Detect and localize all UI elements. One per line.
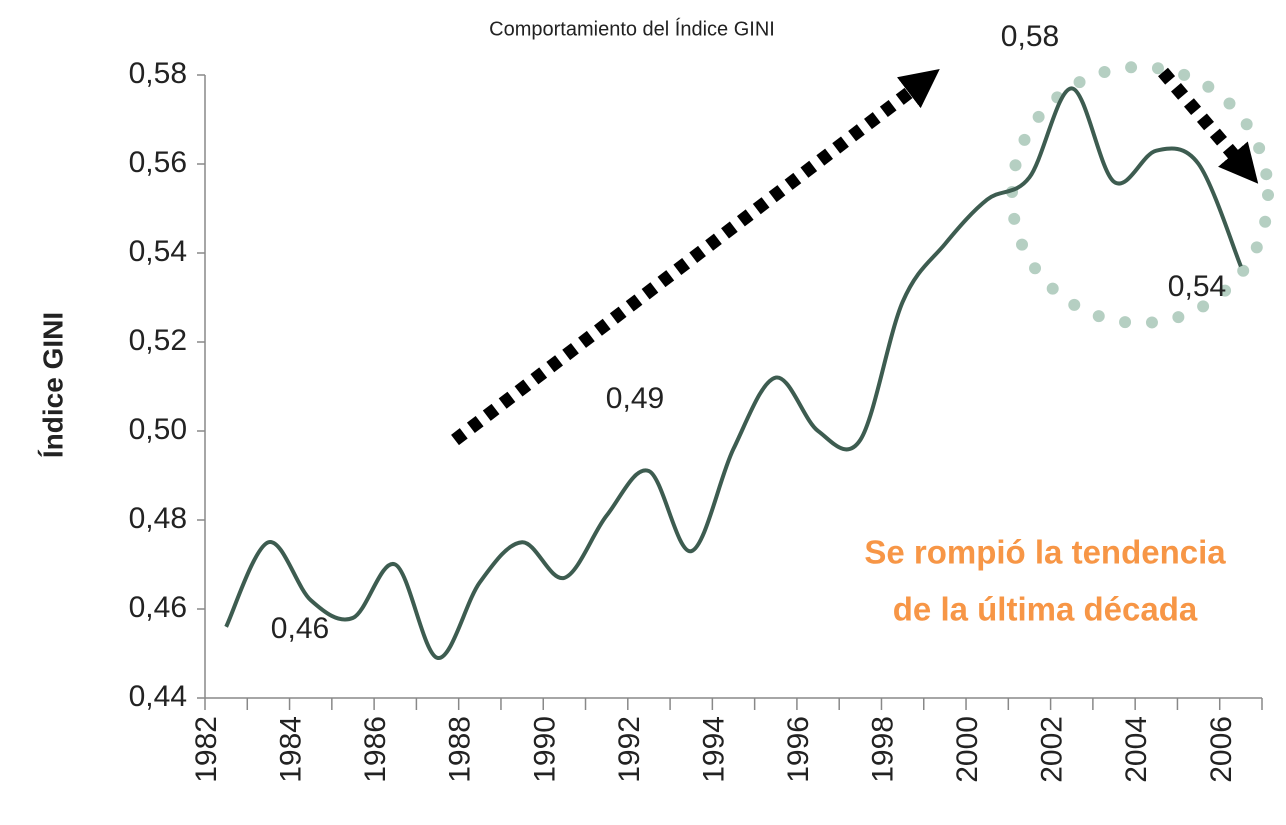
highlight-circle bbox=[1006, 61, 1274, 329]
data-line bbox=[224, 86, 1243, 660]
y-tick-label: 0,54 bbox=[129, 235, 187, 268]
trend-arrow bbox=[451, 69, 940, 446]
y-tick-label: 0,48 bbox=[129, 502, 187, 535]
x-tick-label: 1994 bbox=[697, 716, 730, 783]
x-tick-label: 1982 bbox=[190, 716, 223, 783]
y-axis-label: Índice GINI bbox=[37, 312, 68, 458]
x-tick-label: 1990 bbox=[528, 716, 561, 783]
x-tick-label: 1992 bbox=[613, 716, 646, 783]
x-tick-label: 1986 bbox=[359, 716, 392, 783]
annotation: 0,49 bbox=[606, 382, 664, 415]
annotation: 0,46 bbox=[271, 612, 329, 645]
annotation: Se rompió la tendencia bbox=[864, 534, 1226, 571]
x-tick-label: 2000 bbox=[951, 716, 984, 783]
chart-title: Comportamiento del Índice GINI bbox=[489, 17, 775, 40]
y-tick-label: 0,44 bbox=[129, 680, 187, 713]
y-tick-label: 0,58 bbox=[129, 57, 187, 90]
x-tick-label: 1998 bbox=[867, 716, 900, 783]
y-tick-label: 0,50 bbox=[129, 413, 187, 446]
y-tick-label: 0,56 bbox=[129, 146, 187, 179]
y-tick-label: 0,52 bbox=[129, 324, 187, 357]
x-tick-label: 1996 bbox=[782, 716, 815, 783]
x-tick-label: 2006 bbox=[1205, 716, 1238, 783]
x-tick-label: 2002 bbox=[1036, 716, 1069, 783]
x-tick-label: 1988 bbox=[444, 716, 477, 783]
annotation: de la última década bbox=[893, 591, 1198, 628]
x-tick-label: 1984 bbox=[275, 716, 308, 783]
annotation: 0,58 bbox=[1001, 20, 1059, 53]
annotation: 0,54 bbox=[1168, 270, 1226, 303]
y-tick-label: 0,46 bbox=[129, 591, 187, 624]
x-tick-label: 2004 bbox=[1120, 716, 1153, 783]
